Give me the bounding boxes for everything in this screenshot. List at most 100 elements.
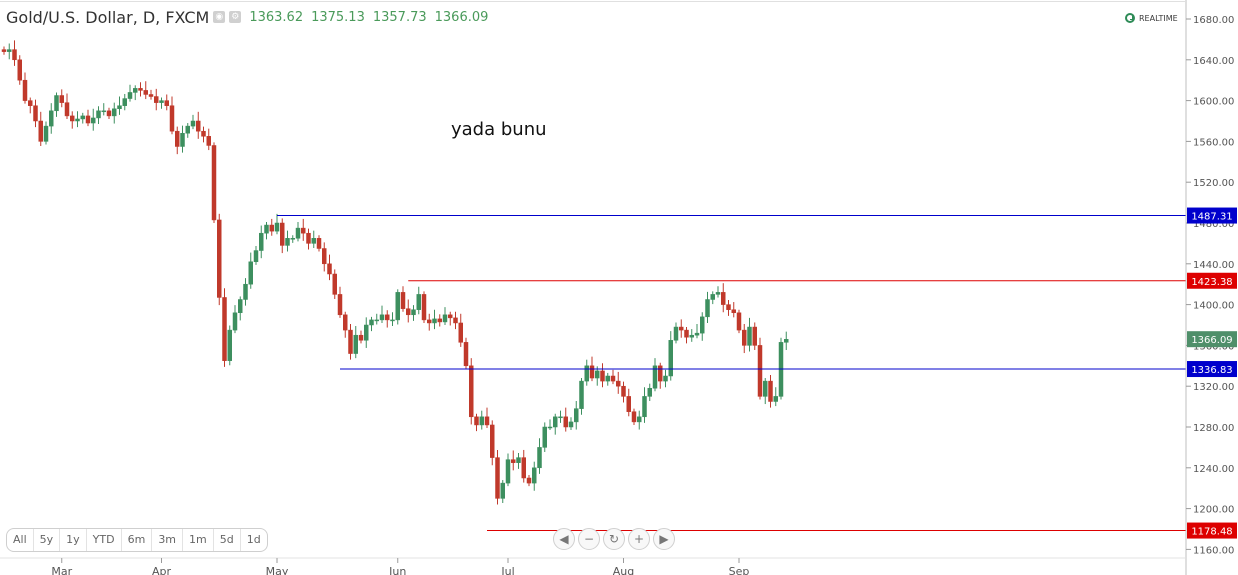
candle-body <box>595 370 600 379</box>
candle-body <box>726 304 731 310</box>
range-ytd-button[interactable]: YTD <box>87 529 122 551</box>
realtime-label: REALTIME <box>1139 13 1178 23</box>
candle-body <box>64 102 70 117</box>
range-1y-button[interactable]: 1y <box>60 529 87 551</box>
range-3m-button[interactable]: 3m <box>152 529 184 551</box>
candle-body <box>532 467 537 484</box>
low-value: 1357.73 <box>372 9 427 25</box>
range-6m-button[interactable]: 6m <box>122 529 153 551</box>
range-5d-button[interactable]: 5d <box>214 529 241 551</box>
horizontal-lines <box>277 215 1186 532</box>
candle-body <box>285 238 290 246</box>
price-tick-label: 1600.00 <box>1193 97 1234 108</box>
candle-body <box>148 94 154 97</box>
range-1m-button[interactable]: 1m <box>183 529 214 551</box>
candle-body <box>705 299 710 318</box>
candle-body <box>511 459 516 463</box>
candle-body <box>689 334 694 338</box>
candle-body <box>395 292 400 321</box>
line-price-badge <box>1187 361 1237 378</box>
zoom-out-icon[interactable]: − <box>578 528 600 550</box>
candle-body <box>600 370 605 382</box>
candle-body <box>416 294 421 310</box>
candle-body <box>658 365 663 382</box>
candle-body <box>637 416 642 423</box>
price-tick-label: 1200.00 <box>1193 505 1234 516</box>
price-tick-label: 1680.00 <box>1193 15 1234 26</box>
price-tick-label: 1440.00 <box>1193 260 1234 271</box>
price-axis: 1680.00 1640.00 1600.00 1560.00 1520.00 1480.… <box>1185 0 1237 575</box>
candle-body <box>122 98 127 106</box>
candle-body <box>448 314 453 319</box>
eye-icon[interactable]: ◉ <box>213 11 226 23</box>
price-tick-label: 1520.00 <box>1193 178 1234 189</box>
candle-body <box>311 238 316 244</box>
candle-body <box>358 334 364 341</box>
candle-body <box>337 294 343 316</box>
candle-body <box>747 326 752 346</box>
candle-body <box>553 416 558 428</box>
date-range-bar: All 5y 1y YTD 6m 3m 1m 5d 1d <box>6 528 268 552</box>
candle-body <box>169 105 175 132</box>
candle-body <box>374 319 379 322</box>
candle-body <box>584 365 589 382</box>
line-price-label: 1487.31 <box>1191 212 1232 223</box>
scroll-right-icon[interactable]: ▶ <box>653 528 675 550</box>
candle-body <box>238 299 243 314</box>
candle-body <box>700 316 705 334</box>
candle-body <box>217 219 222 298</box>
price-tick-label: 1640.00 <box>1193 56 1234 67</box>
open-value: 1363.62 <box>249 9 304 25</box>
candle-body <box>117 105 122 110</box>
candle-body <box>322 248 327 265</box>
price-tick-label: 1240.00 <box>1193 464 1234 475</box>
reset-icon[interactable]: ↻ <box>603 528 625 550</box>
settings-icon[interactable]: ⚙ <box>229 11 242 23</box>
high-value: 1375.13 <box>311 9 365 25</box>
candle-body <box>752 326 757 346</box>
candle-body <box>133 88 138 93</box>
candle-body <box>547 426 553 429</box>
candle-body <box>616 380 621 387</box>
candle-body <box>301 227 306 234</box>
candle-body <box>642 396 647 418</box>
candle-body <box>694 332 700 336</box>
candle-body <box>138 88 143 91</box>
candle-body <box>768 380 773 402</box>
candle-body <box>101 110 106 113</box>
candle-body <box>647 387 652 397</box>
candle-body <box>673 326 679 341</box>
time-tick-label: May <box>266 565 289 575</box>
candle-body <box>59 95 64 103</box>
candle-body <box>406 308 411 316</box>
range-1d-button[interactable]: 1d <box>246 533 261 546</box>
candle-body <box>211 145 217 221</box>
range-all-button[interactable]: All <box>7 529 34 551</box>
candle-body <box>38 120 43 142</box>
candle-body <box>222 297 227 361</box>
price-tick-label: 1480.00 <box>1193 219 1234 230</box>
zoom-in-icon[interactable]: + <box>628 528 650 550</box>
range-5y-button[interactable]: 5y <box>34 529 61 551</box>
candle-body <box>400 292 406 309</box>
candle-body <box>180 132 185 147</box>
candle-body <box>427 319 432 324</box>
candle-body <box>731 309 736 314</box>
scroll-left-icon[interactable]: ◀ <box>553 528 575 550</box>
candle-body <box>757 345 763 397</box>
line-price-label: 1178.48 <box>1191 527 1232 538</box>
chart-header: Gold/U.S. Dollar, D, FXCM ◉ ⚙ 1363.62 13… <box>6 7 488 27</box>
candle-body <box>631 411 637 423</box>
candle-body <box>715 292 721 295</box>
time-axis: Mar Apr May Jun Jul Aug Sep <box>0 557 1185 575</box>
candle-body <box>474 416 479 426</box>
candle-body <box>127 92 133 99</box>
candle-body <box>574 408 579 423</box>
line-price-badge <box>1187 272 1237 289</box>
candle-body <box>453 317 458 324</box>
candle-body <box>568 421 574 428</box>
candle-body <box>154 96 159 103</box>
candle-body <box>185 125 190 134</box>
candle-body <box>490 424 495 458</box>
